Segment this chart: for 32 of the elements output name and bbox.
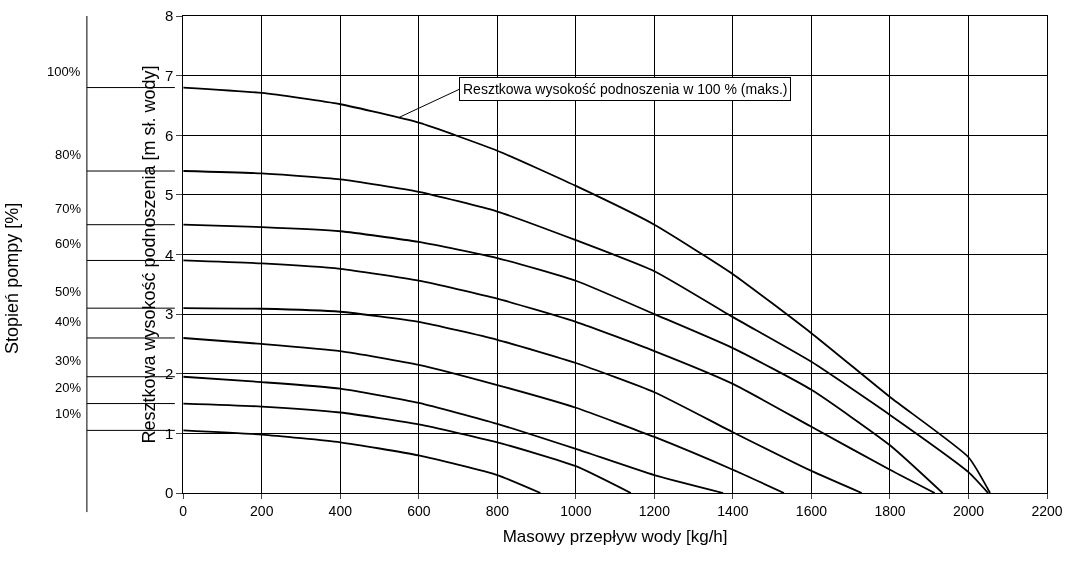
x-tick-label: 200	[250, 502, 274, 519]
y-tick-label: 3	[164, 305, 174, 323]
x-tick-label: 2200	[1031, 502, 1063, 519]
text: 10%	[55, 406, 82, 421]
x-tick-label: 0	[179, 502, 188, 519]
text: 70%	[55, 201, 82, 216]
x-tick-label: 1000	[560, 502, 592, 519]
y-axis-title: Resztkowa wysokość podnoszenia [m sł. wody]	[139, 65, 160, 444]
y-tick-label: 7	[164, 66, 174, 84]
y-tick-label: 5	[164, 186, 174, 204]
x-tick-label: 1600	[795, 502, 828, 519]
text: 20%	[55, 380, 82, 395]
x-tick-label: 400	[328, 502, 353, 519]
x-tick-label: 2000	[952, 502, 985, 519]
text: 50%	[55, 284, 82, 299]
y-tick-label: 8	[164, 7, 174, 25]
text: 30%	[55, 353, 82, 368]
text: 100%	[47, 64, 81, 79]
y-tick-label: 6	[164, 126, 174, 144]
text: 60%	[55, 236, 82, 251]
x-tick-label: 1200	[638, 502, 671, 519]
x-axis-title: Masowy przepływ wody [kg/h]	[502, 527, 728, 547]
x-tick-label: 1800	[874, 502, 906, 519]
legend-title: Stopień pompy [%]	[2, 202, 23, 354]
text: 40%	[55, 314, 82, 329]
x-tick-label: 1400	[717, 502, 749, 519]
annotation: Resztkowa wysokość podnoszenia w 100 % (maks.)	[463, 81, 788, 97]
x-tick-label: 800	[485, 502, 510, 519]
y-tick-label: 0	[164, 484, 174, 502]
y-tick-label: 4	[164, 245, 174, 263]
x-tick-label: 600	[407, 502, 431, 519]
text: 80%	[55, 147, 82, 162]
